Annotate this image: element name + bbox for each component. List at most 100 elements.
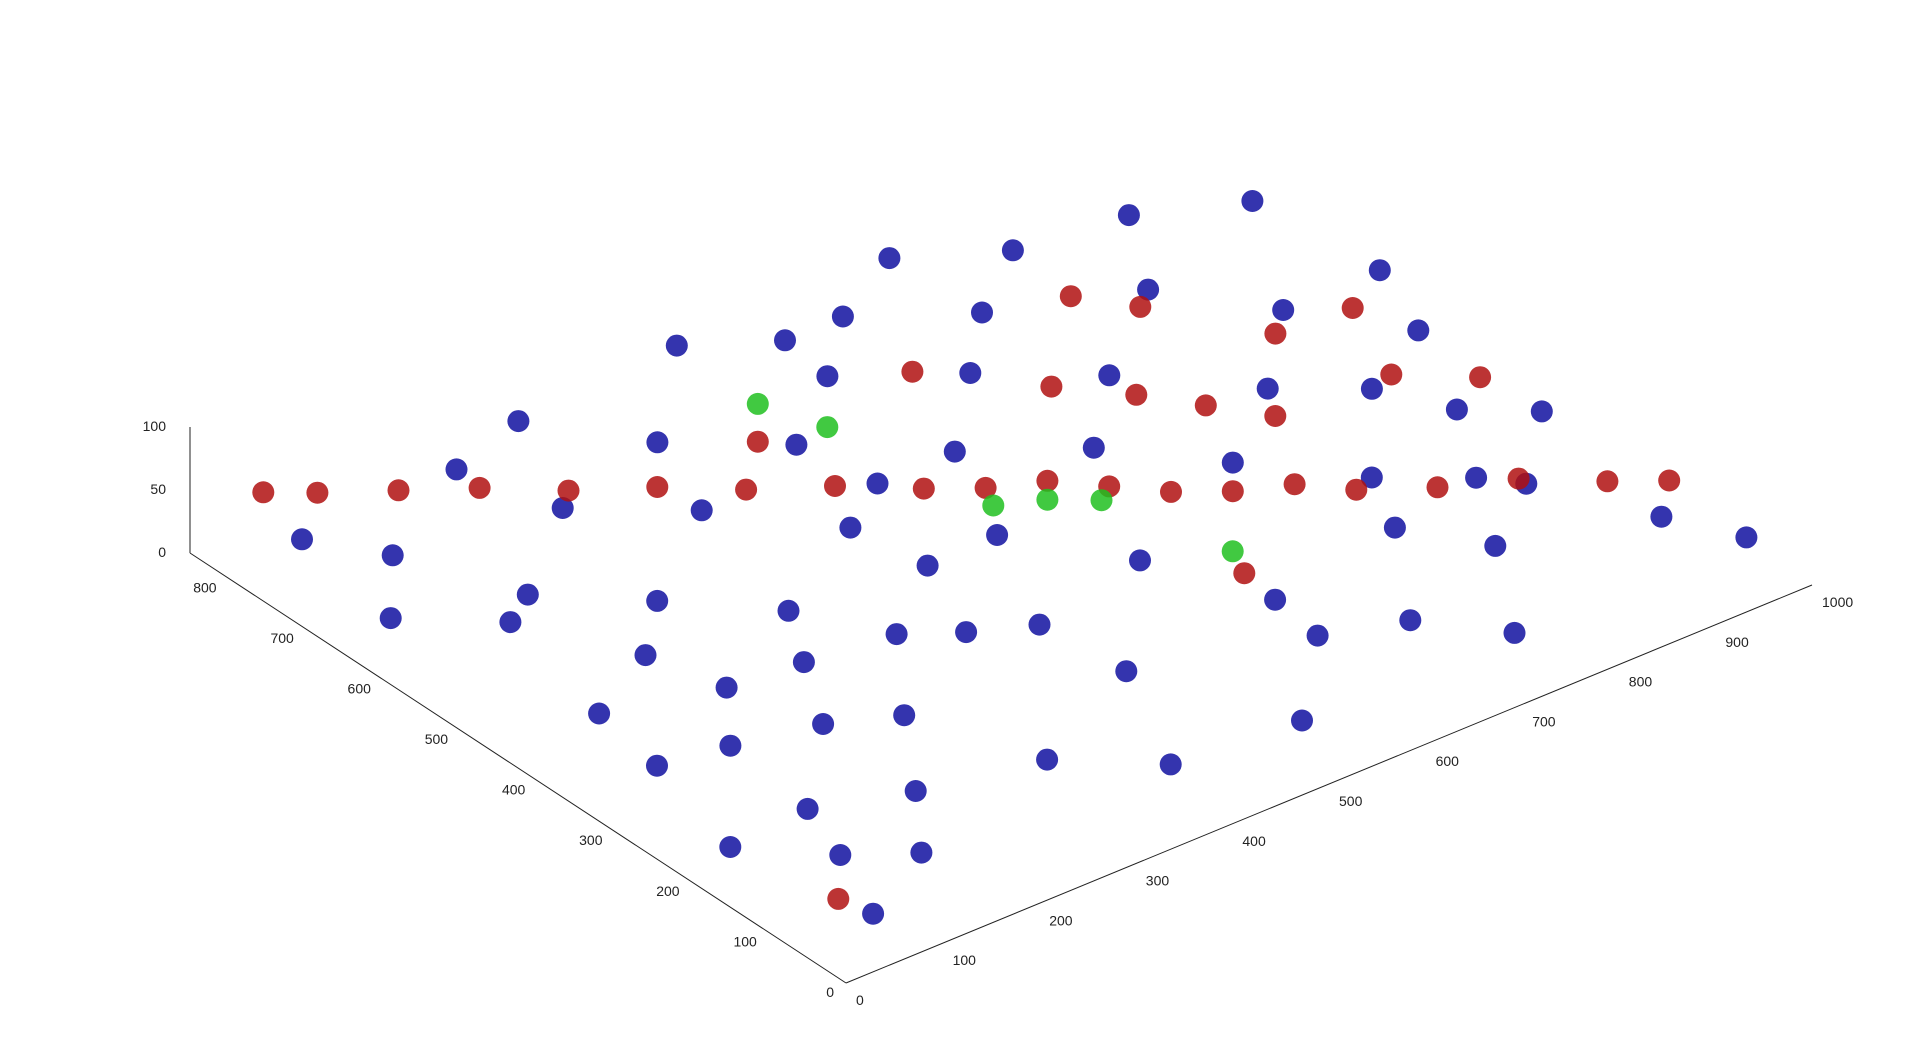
data-point-s0-71: [665, 334, 688, 357]
data-point-s0-47: [959, 362, 982, 384]
data-point-s0-42: [1221, 451, 1244, 474]
data-point-s1-7: [824, 475, 846, 497]
tick-labels: 0100200300400500600700800900100001002003…: [143, 418, 1854, 1008]
data-point-s0-51: [499, 611, 522, 634]
data-point-s0-15: [516, 583, 539, 606]
data-point-s1-32: [1059, 285, 1082, 308]
data-point-s0-26: [1484, 534, 1507, 557]
y-tick-label-6: 600: [348, 681, 372, 697]
data-point-s0-4: [904, 780, 927, 802]
x-tick-label-7: 700: [1532, 713, 1556, 729]
data-point-s0-49: [866, 472, 889, 495]
data-point-s1-13: [1221, 480, 1244, 503]
data-point-s0-1: [829, 844, 852, 866]
data-point-s0-57: [1306, 624, 1329, 647]
data-point-s0-12: [955, 621, 978, 644]
x-tick-label-1: 100: [953, 952, 977, 968]
z-tick-label-0: 0: [158, 544, 166, 560]
data-point-s0-35: [816, 365, 839, 388]
y-tick-label-3: 300: [579, 832, 603, 848]
x-tick-label-0: 0: [856, 992, 864, 1008]
y-tick-label-0: 0: [826, 984, 834, 1000]
data-point-s0-34: [831, 305, 854, 328]
data-point-s0-32: [1001, 239, 1024, 262]
data-point-s1-3: [468, 476, 491, 499]
data-point-s0-3: [910, 841, 933, 864]
data-point-s0-39: [445, 458, 468, 481]
data-point-s0-52: [379, 607, 402, 630]
data-point-s0-11: [1115, 660, 1138, 683]
data-point-s0-14: [646, 589, 669, 612]
data-point-s1-14: [1283, 473, 1306, 496]
data-point-s0-45: [1650, 505, 1673, 528]
data-point-s0-69: [812, 713, 835, 735]
data-point-s0-70: [774, 329, 796, 352]
data-point-s0-9: [1036, 748, 1059, 771]
data-point-s0-48: [1098, 364, 1121, 387]
data-point-s0-29: [1407, 319, 1430, 342]
x-tick-label-3: 300: [1146, 873, 1170, 889]
x-tick-label-8: 800: [1629, 674, 1653, 690]
data-point-s0-20: [839, 516, 862, 539]
data-point-s1-21: [1194, 394, 1217, 417]
data-point-s0-16: [381, 544, 404, 567]
data-point-s1-20: [1125, 383, 1148, 406]
data-point-s0-68: [646, 754, 668, 777]
data-point-s1-5: [646, 476, 669, 498]
data-point-s0-38: [507, 410, 530, 433]
data-point-s1-26: [901, 360, 924, 383]
data-point-s0-21: [986, 524, 1009, 546]
data-point-s0-27: [1465, 466, 1488, 489]
data-point-s0-61: [1256, 377, 1279, 400]
data-point-s0-53: [885, 623, 908, 646]
data-point-s0-55: [792, 651, 815, 674]
data-point-s1-2: [387, 479, 410, 502]
data-point-s0-13: [777, 599, 800, 622]
data-point-s1-10: [1036, 469, 1059, 492]
data-point-s1-25: [1469, 366, 1492, 389]
data-point-s1-6: [735, 478, 758, 501]
data-point-s0-25: [1503, 621, 1526, 644]
data-point-s2-2: [982, 494, 1005, 517]
data-point-s0-28: [1445, 398, 1468, 421]
data-point-s1-24: [1380, 363, 1403, 386]
data-point-s0-66: [1241, 190, 1264, 212]
data-point-s1-23: [1040, 375, 1063, 398]
y-tick-label-8: 800: [193, 579, 217, 595]
data-point-s0-30: [1272, 299, 1295, 321]
z-tick-label-1: 50: [150, 481, 166, 497]
data-point-s0-67: [796, 797, 819, 820]
data-point-s0-18: [551, 497, 574, 519]
y-axis-line: [189, 552, 847, 984]
data-point-s0-59: [1028, 613, 1051, 636]
data-point-s1-29: [1341, 297, 1364, 319]
data-point-s0-10: [1159, 753, 1182, 776]
data-point-s0-8: [893, 704, 916, 727]
data-point-s0-5: [719, 734, 742, 757]
x-tick-label-9: 900: [1725, 634, 1749, 650]
data-point-s1-33: [1129, 295, 1152, 318]
data-point-s0-24: [1399, 609, 1422, 632]
data-point-s1-0: [252, 481, 275, 504]
data-point-s0-46: [1735, 526, 1758, 549]
data-point-s1-1: [306, 481, 329, 504]
data-point-s0-7: [715, 676, 738, 699]
x-tick-label-10: 1000: [1822, 594, 1853, 610]
data-point-s0-63: [1530, 400, 1553, 423]
data-point-s2-0: [746, 392, 769, 415]
data-point-s0-31: [1137, 278, 1160, 301]
data-points: [252, 190, 1758, 925]
data-point-s2-1: [816, 416, 839, 439]
data-point-s1-15: [1345, 478, 1368, 501]
data-point-s1-30: [827, 887, 850, 910]
data-point-s2-5: [1221, 540, 1244, 563]
data-point-s1-31: [1233, 562, 1256, 585]
data-point-s0-19: [690, 499, 713, 522]
data-point-s1-19: [1658, 469, 1681, 492]
data-point-s1-28: [1264, 322, 1287, 345]
data-point-s1-17: [1507, 467, 1530, 490]
data-point-s0-41: [1082, 436, 1105, 459]
data-point-s0-54: [916, 554, 939, 577]
z-tick-label-2: 100: [143, 418, 167, 434]
